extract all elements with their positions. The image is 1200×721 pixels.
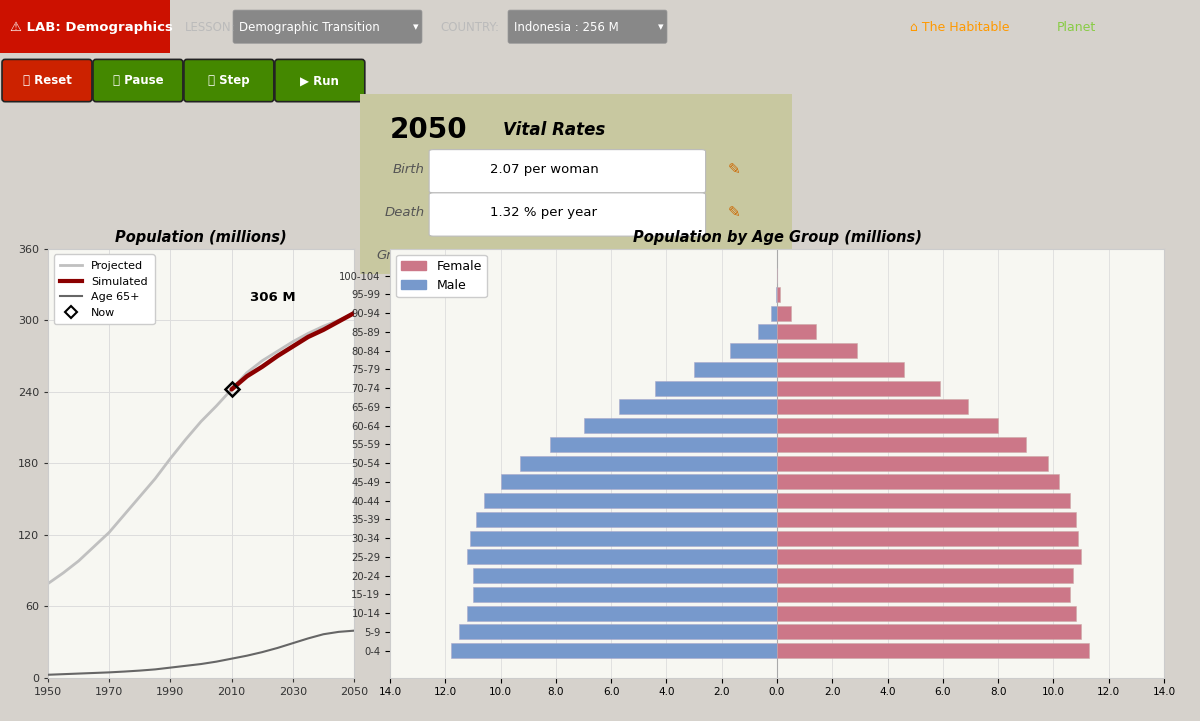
Bar xyxy=(778,399,967,415)
Bar xyxy=(778,381,940,396)
Bar xyxy=(778,362,904,377)
Text: 2.07 per woman: 2.07 per woman xyxy=(490,163,599,176)
Bar xyxy=(468,606,778,621)
Bar xyxy=(778,324,816,340)
Text: 2050: 2050 xyxy=(390,116,468,143)
Text: COUNTRY:: COUNTRY: xyxy=(440,21,499,34)
Text: 1.32 % per year: 1.32 % per year xyxy=(490,206,596,219)
Bar xyxy=(778,606,1075,621)
Text: 0.21 % per year: 0.21 % per year xyxy=(490,249,596,262)
Text: ⏮ Reset: ⏮ Reset xyxy=(23,74,72,87)
FancyBboxPatch shape xyxy=(92,59,182,102)
Bar xyxy=(484,493,778,508)
Text: LESSON:: LESSON: xyxy=(185,21,235,34)
Text: ✎: ✎ xyxy=(727,205,740,220)
Bar xyxy=(778,306,791,321)
Bar xyxy=(772,306,778,321)
Bar xyxy=(470,531,778,546)
Text: Vital Rates: Vital Rates xyxy=(503,121,605,138)
Bar xyxy=(778,493,1070,508)
Bar xyxy=(778,587,1070,602)
Text: ✎: ✎ xyxy=(727,162,740,177)
Bar xyxy=(500,474,778,490)
Text: Death: Death xyxy=(385,206,425,219)
Bar xyxy=(778,437,1026,452)
FancyBboxPatch shape xyxy=(355,92,797,276)
Bar xyxy=(475,512,778,527)
Text: ⚠ LAB: Demographics: ⚠ LAB: Demographics xyxy=(10,21,173,34)
Bar xyxy=(778,531,1079,546)
FancyBboxPatch shape xyxy=(430,193,706,236)
FancyBboxPatch shape xyxy=(184,59,274,102)
Bar xyxy=(619,399,778,415)
Bar xyxy=(451,643,778,658)
Bar xyxy=(473,587,778,602)
Text: Growth: Growth xyxy=(377,249,425,262)
Bar xyxy=(655,381,778,396)
Title: Population by Age Group (millions): Population by Age Group (millions) xyxy=(632,230,922,245)
Bar xyxy=(520,456,778,471)
Bar xyxy=(778,287,780,302)
FancyBboxPatch shape xyxy=(233,10,422,43)
Bar xyxy=(757,324,778,340)
Text: ▾: ▾ xyxy=(413,22,419,32)
Bar xyxy=(778,343,857,358)
Legend: Female, Male: Female, Male xyxy=(396,255,487,297)
FancyBboxPatch shape xyxy=(2,59,92,102)
Bar xyxy=(778,418,998,433)
Bar xyxy=(0,0,170,53)
Bar xyxy=(460,624,778,640)
Text: Indonesia : 256 M: Indonesia : 256 M xyxy=(514,21,619,34)
Bar xyxy=(730,343,778,358)
Text: ⌂ The Habitable: ⌂ The Habitable xyxy=(910,21,1009,34)
Bar xyxy=(583,418,778,433)
Legend: Projected, Simulated, Age 65+, Now: Projected, Simulated, Age 65+, Now xyxy=(54,255,155,324)
Bar xyxy=(778,512,1075,527)
Bar xyxy=(468,549,778,565)
Text: Planet: Planet xyxy=(1057,21,1097,34)
Text: ⏸ Pause: ⏸ Pause xyxy=(113,74,163,87)
FancyBboxPatch shape xyxy=(508,10,667,43)
Text: Birth: Birth xyxy=(392,163,425,176)
Bar xyxy=(778,549,1081,565)
Text: ⏭ Step: ⏭ Step xyxy=(208,74,250,87)
Text: ▶ Run: ▶ Run xyxy=(300,74,340,87)
Bar xyxy=(778,474,1058,490)
Title: Population (millions): Population (millions) xyxy=(115,230,287,245)
Bar xyxy=(473,568,778,583)
Text: Demographic Transition: Demographic Transition xyxy=(239,21,379,34)
FancyBboxPatch shape xyxy=(275,59,365,102)
Bar xyxy=(551,437,778,452)
Text: 306 M: 306 M xyxy=(250,291,295,304)
FancyBboxPatch shape xyxy=(430,150,706,193)
Bar xyxy=(778,568,1073,583)
Bar xyxy=(694,362,778,377)
Bar xyxy=(778,456,1048,471)
Bar xyxy=(778,643,1090,658)
Bar xyxy=(778,624,1081,640)
Text: ▾: ▾ xyxy=(658,22,664,32)
